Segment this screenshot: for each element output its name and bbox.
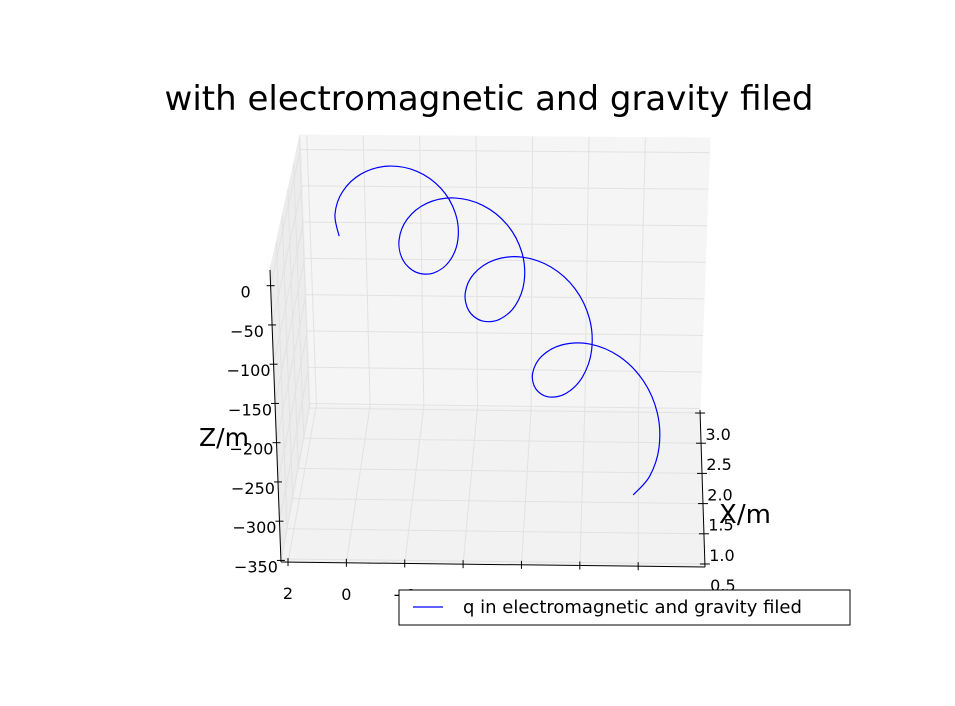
y-tick-label: 0 (341, 585, 351, 604)
z-tick-label: 0 (240, 283, 250, 302)
y-axis-line (280, 561, 706, 568)
grid-line (280, 403, 311, 561)
x-tick-label: 2.5 (706, 455, 731, 474)
grid-line (304, 257, 706, 263)
grid-line (462, 407, 478, 565)
grid-line (303, 221, 707, 227)
z-tick-label: −250 (231, 479, 275, 498)
z-tick-label: −300 (232, 518, 276, 537)
grid-line (275, 241, 288, 529)
grid-line (287, 528, 704, 535)
grid-line (305, 294, 705, 300)
grid-line (273, 221, 304, 365)
z-tick-label: −350 (234, 557, 278, 576)
grid-line (281, 215, 294, 499)
back-pane (299, 134, 711, 411)
y-tick-label: 2 (283, 584, 293, 603)
grid-line (306, 135, 317, 406)
x-tick-label: 1.0 (709, 546, 734, 565)
grid-line (281, 558, 705, 565)
grid-line (530, 136, 534, 408)
x-tick-label: 1.5 (708, 516, 733, 535)
grid-line (298, 137, 310, 409)
grid-line (287, 404, 317, 563)
grid-line (301, 185, 709, 190)
grid-line (270, 267, 283, 559)
grid-line (362, 135, 371, 406)
grid-line (345, 405, 371, 563)
x-tick-label: 3.0 (705, 425, 730, 444)
grid-line (475, 136, 478, 408)
grid-line (309, 403, 701, 410)
chart-title: with electromagnetic and gravity filed (165, 79, 814, 119)
grid-line (298, 467, 703, 474)
trajectory-line (334, 165, 661, 496)
legend-box (398, 589, 851, 626)
z-tick-label: −200 (230, 440, 274, 459)
grid-line (271, 185, 303, 326)
x-tick-label: 2.0 (707, 485, 732, 504)
grid-line (307, 330, 703, 336)
grid-line (303, 437, 702, 444)
legend-label: q in electromagnetic and gravity filed (463, 597, 802, 618)
z-axis-line (269, 269, 282, 563)
grid-line (277, 330, 308, 483)
grid-line (300, 149, 710, 154)
z-tick-label: −150 (228, 400, 272, 419)
grid-line (292, 498, 703, 505)
grid-line (404, 406, 425, 564)
grid-line (638, 137, 646, 410)
grid-line (270, 149, 302, 286)
z-axis-label: Z/m (199, 423, 249, 452)
grid-line (293, 163, 305, 439)
x-axis-label: X/m (719, 500, 771, 530)
x-axis-line (699, 409, 706, 568)
z-tick-label: −100 (227, 361, 271, 380)
grid-line (584, 137, 590, 409)
z-tick-label: −50 (230, 322, 264, 341)
grid-line (287, 189, 299, 469)
grid-line (278, 367, 310, 522)
grid-line (274, 258, 306, 404)
grid-line (276, 294, 307, 443)
grid-line (520, 407, 532, 565)
grid-line (309, 407, 701, 414)
grid-line (579, 408, 586, 566)
grid-line (419, 135, 425, 407)
